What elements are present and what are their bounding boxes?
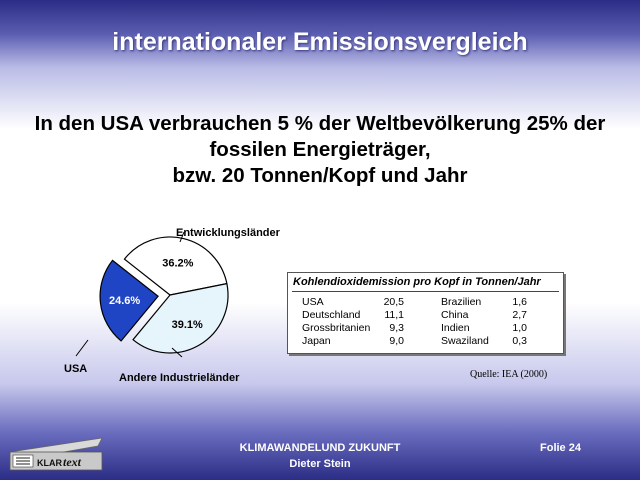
- country-value: 2,7: [512, 309, 527, 321]
- country-value: 20,5: [383, 296, 404, 308]
- leader-line-andere: [171, 347, 183, 358]
- country-name: Grossbritanien: [302, 322, 371, 334]
- country-value: 1,6: [512, 296, 527, 308]
- table-divider: [292, 291, 559, 292]
- country-name: China: [441, 309, 469, 321]
- footer-author: Dieter Stein: [289, 458, 351, 470]
- slide-number: Folie 24: [540, 442, 581, 454]
- country-value: 9,3: [389, 322, 404, 334]
- country-name: Deutschland: [302, 309, 361, 321]
- headline: In den USA verbrauchen 5 % der Weltbevöl…: [0, 111, 640, 189]
- pie-chart: 24.6% 36.2% 39.1% Entwicklungsländer USA A…: [64, 227, 281, 384]
- country-value: 1,0: [512, 322, 527, 334]
- pie-value-label: 36.2%: [162, 257, 193, 269]
- footer-title: KLIMAWANDELUND ZUKUNFT: [239, 442, 401, 454]
- headline-line-3: bzw. 20 Tonnen/Kopf und Jahr: [172, 164, 468, 187]
- country-name: USA: [302, 296, 324, 308]
- pie-value-label: 39.1%: [172, 319, 203, 331]
- source-note: Quelle: IEA (2000): [470, 369, 548, 380]
- country-name: Swaziland: [441, 335, 489, 347]
- klartext-logo: KLAR text: [9, 437, 103, 471]
- table-row: Japan 9,0 Swaziland 0,3: [288, 335, 563, 348]
- country-name: Japan: [302, 335, 331, 347]
- leader-line-entwicklung: [179, 231, 185, 243]
- pie-slice-andere-industriel-nder: [132, 282, 229, 354]
- table-row: Grossbritanien 9,3 Indien 1,0: [288, 322, 563, 335]
- label-andere-industrielaender: Andere Industrieländer: [119, 372, 240, 384]
- country-name: Indien: [441, 322, 470, 334]
- pie-slice-entwicklungsl-nder: [123, 236, 228, 296]
- leader-line-usa: [75, 339, 89, 357]
- emissions-table: Kohlendioxidemission pro Kopf in Tonnen/…: [287, 272, 564, 354]
- slide-title: internationaler Emissionsvergleich: [112, 28, 528, 56]
- table-title: Kohlendioxidemission pro Kopf in Tonnen/…: [293, 276, 541, 288]
- headline-line-1: In den USA verbrauchen 5 % der Weltbevöl…: [34, 112, 606, 135]
- pie-slice-usa: [99, 259, 159, 342]
- country-value: 9,0: [389, 335, 404, 347]
- table-row: USA 20,5 Brazilien 1,6: [288, 296, 563, 309]
- svg-text:text: text: [63, 455, 82, 469]
- country-value: 11,1: [384, 309, 404, 321]
- pie-slices: 24.6% 36.2% 39.1%: [99, 236, 229, 354]
- table-row: Deutschland 11,1 China 2,7: [288, 309, 563, 322]
- headline-line-2: fossilen Energieträger,: [209, 138, 431, 161]
- svg-text:KLAR: KLAR: [37, 458, 62, 468]
- country-name: Brazilien: [441, 296, 482, 308]
- pie-value-label: 24.6%: [109, 295, 140, 307]
- label-entwicklungslaender: Entwicklungsländer: [176, 227, 281, 239]
- label-usa: USA: [64, 363, 87, 375]
- country-value: 0,3: [512, 335, 527, 347]
